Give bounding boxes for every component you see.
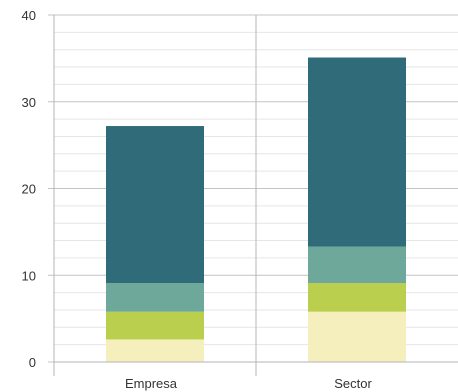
y-tick-label: 30: [22, 95, 36, 110]
bar-segment-empresa-2: [106, 311, 204, 340]
y-tick-label: 20: [22, 182, 36, 197]
bar-segment-sector-1: [308, 311, 406, 362]
bars: [106, 57, 406, 362]
y-tick-labels: 0 10 20 30 40: [22, 8, 36, 370]
y-tick-label: 40: [22, 8, 36, 23]
bar-segment-empresa-3: [106, 283, 204, 312]
x-category-label: Empresa: [125, 376, 178, 391]
bar-segment-empresa-1: [106, 339, 204, 362]
bar-segment-empresa-4: [106, 126, 204, 284]
y-tick-label: 10: [22, 268, 36, 283]
bar-segment-sector-4: [308, 57, 406, 247]
bar-segment-sector-2: [308, 283, 406, 312]
bar-segment-sector-3: [308, 246, 406, 284]
x-category-label: Sector: [334, 376, 372, 391]
axes: [53, 15, 458, 376]
y-tick-label: 0: [29, 355, 36, 370]
x-tick-labels: Empresa Sector: [125, 376, 372, 391]
